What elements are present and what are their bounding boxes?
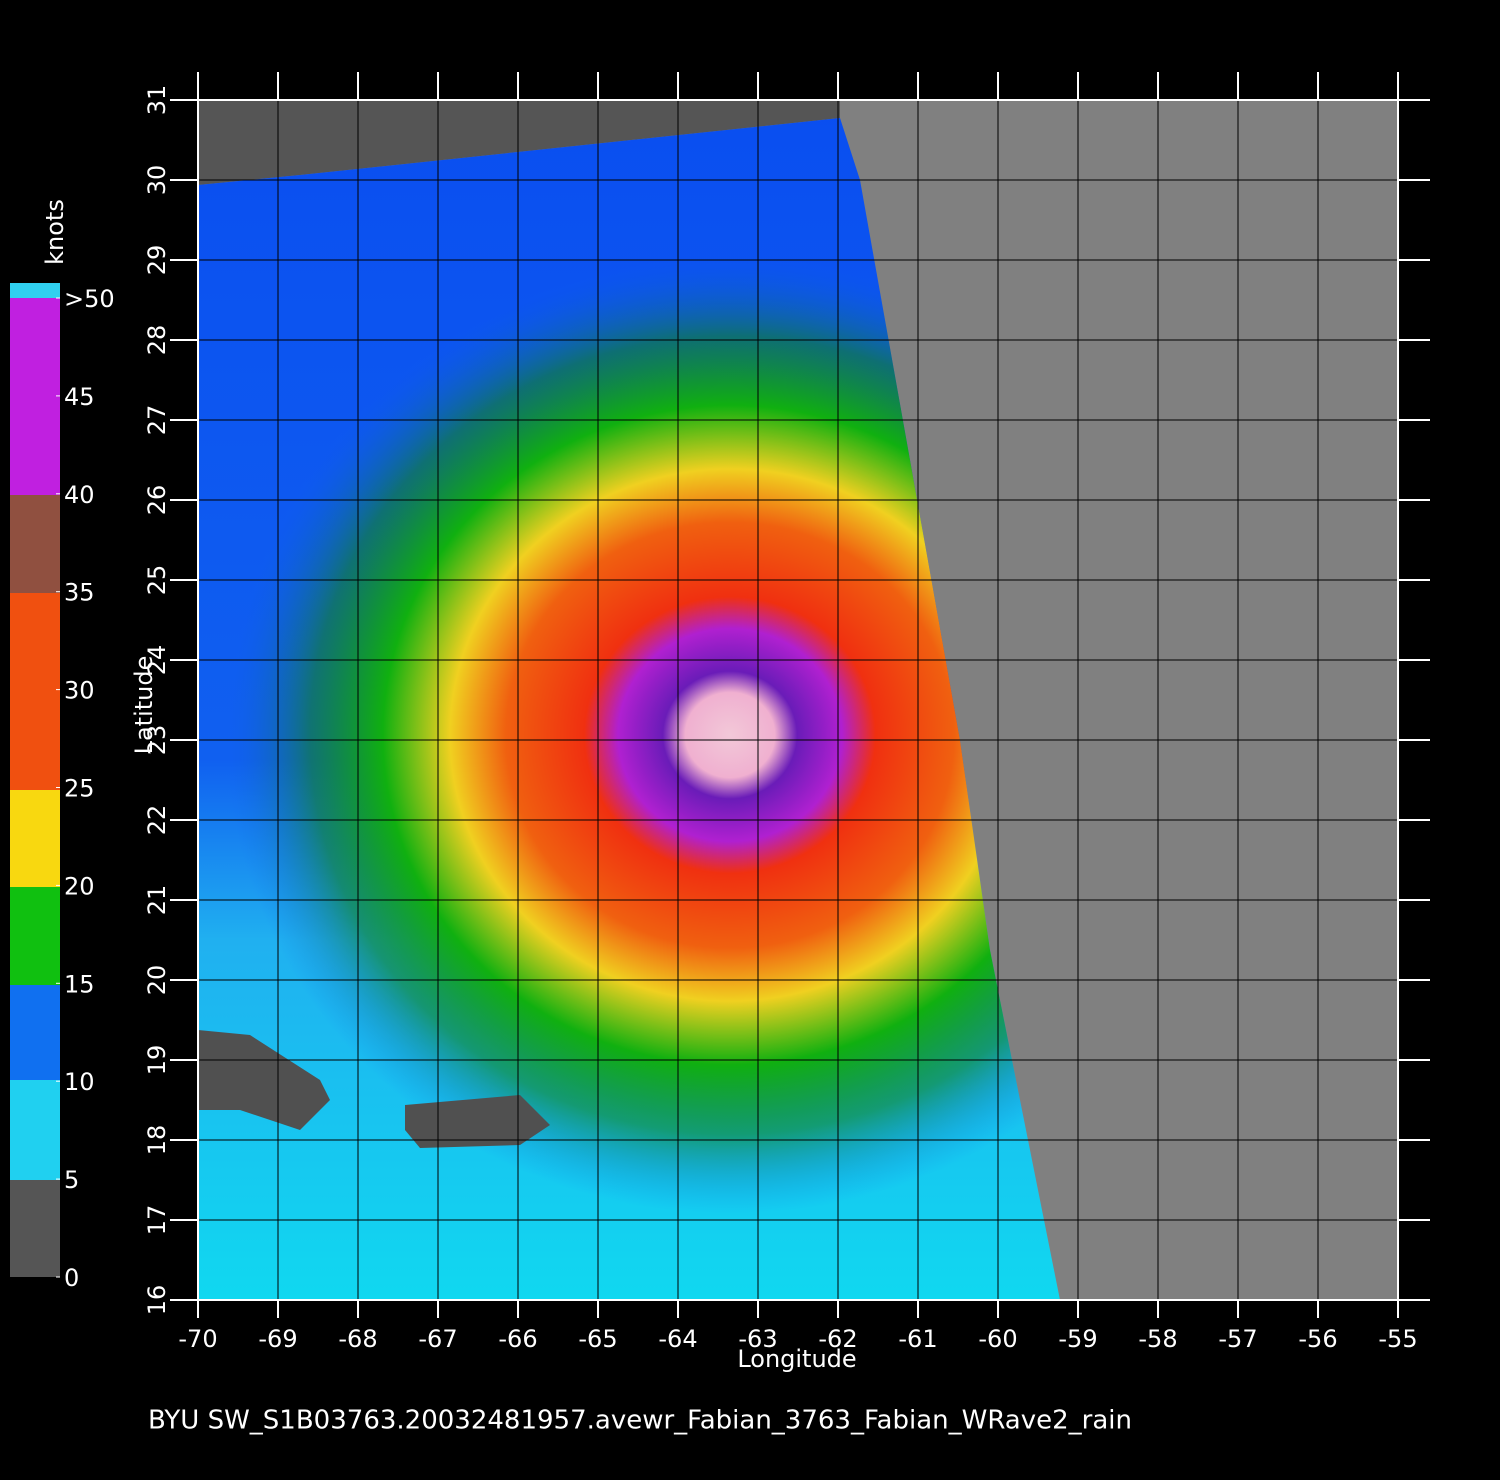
- x-tick-label: -56: [1298, 1325, 1337, 1353]
- colorbar-segment: [10, 1080, 60, 1180]
- wind-swath: [198, 118, 1060, 1300]
- y-axis-label: Latitude: [130, 656, 158, 755]
- colorbar-label: 5: [64, 1166, 79, 1194]
- y-tick-label: 22: [143, 805, 171, 836]
- y-tick-label: 17: [143, 1205, 171, 1236]
- x-tick-label: -66: [498, 1325, 537, 1353]
- y-tick-label: 31: [143, 85, 171, 116]
- x-tick-label: -59: [1058, 1325, 1097, 1353]
- y-tick-label: 16: [143, 1285, 171, 1316]
- y-tick-label: 24: [143, 645, 171, 676]
- y-tick-label: 20: [143, 965, 171, 996]
- colorbar: 0 5 10 15 20 25 30 35 40 45 >50: [10, 283, 115, 1292]
- x-axis-label: Longitude: [737, 1345, 856, 1373]
- x-tick-label: -60: [978, 1325, 1017, 1353]
- colorbar-segment: [10, 1180, 60, 1277]
- colorbar-label: 20: [64, 872, 95, 900]
- colorbar-label: 15: [64, 970, 95, 998]
- colorbar-label: 0: [64, 1264, 79, 1292]
- y-tick-label: 23: [143, 725, 171, 756]
- x-tick-label: -58: [1138, 1325, 1177, 1353]
- colorbar-segment: [10, 790, 60, 887]
- colorbar-segment: [10, 495, 60, 593]
- y-tick-label: 18: [143, 1125, 171, 1156]
- x-tick-label: -61: [898, 1325, 937, 1353]
- y-tick-label: 26: [143, 485, 171, 516]
- colorbar-segment: [10, 283, 60, 298]
- colorbar-label: 30: [64, 677, 95, 705]
- x-tick-label: -68: [338, 1325, 377, 1353]
- x-tick-label: -55: [1378, 1325, 1417, 1353]
- x-tick-label: -64: [658, 1325, 697, 1353]
- colorbar-label: 40: [64, 481, 95, 509]
- colorbar-unit: knots: [41, 199, 69, 265]
- x-tick-label: -63: [738, 1325, 777, 1353]
- x-tick-label: -62: [818, 1325, 857, 1353]
- axes: -70 -69 -68 -67 -66 -65 -64 -63 -62 -61 -60 -59 -58 -…: [143, 72, 1430, 1353]
- y-tick-label: 25: [143, 565, 171, 596]
- colorbar-label: 25: [64, 775, 95, 803]
- caption: BYU SW_S1B03763.20032481957.avewr_Fabian…: [148, 1406, 1132, 1436]
- x-tick-label: -57: [1218, 1325, 1257, 1353]
- y-tick-label: 27: [143, 405, 171, 436]
- y-tick-label: 28: [143, 325, 171, 356]
- colorbar-segment: [10, 887, 60, 985]
- colorbar-segment: [10, 298, 60, 495]
- colorbar-label: >50: [64, 285, 115, 313]
- y-tick-label: 29: [143, 245, 171, 276]
- y-tick-label: 19: [143, 1045, 171, 1076]
- island: [405, 1095, 550, 1148]
- x-tick-label: -67: [418, 1325, 457, 1353]
- x-tick-label: -65: [578, 1325, 617, 1353]
- colorbar-segment: [10, 593, 60, 790]
- colorbar-label: 10: [64, 1068, 95, 1096]
- plot-frame: [197, 99, 1399, 1301]
- y-tick-label: 30: [143, 165, 171, 196]
- y-tick-label: 21: [143, 885, 171, 916]
- colorbar-label: 35: [64, 579, 95, 607]
- island: [198, 1030, 330, 1130]
- x-tick-label: -70: [178, 1325, 217, 1353]
- x-tick-label: -69: [258, 1325, 297, 1353]
- colorbar-label: 45: [64, 383, 95, 411]
